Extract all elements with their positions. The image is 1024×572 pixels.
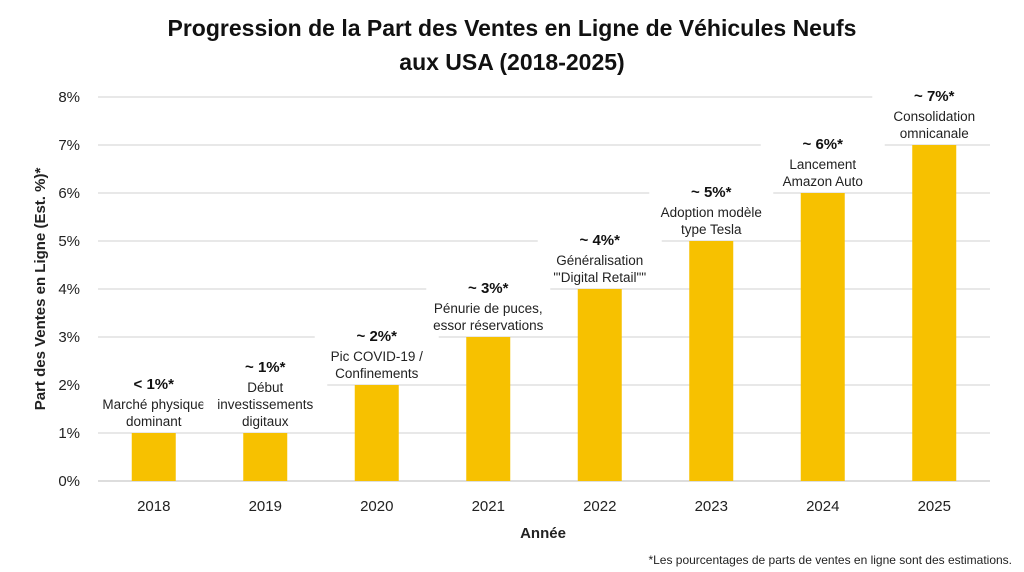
annotation: Lancement Amazon Auto ~ 6%* <box>760 132 885 189</box>
annotation-text: Début <box>247 380 283 395</box>
bar <box>243 433 288 481</box>
bar <box>577 289 622 481</box>
annotation: Marché physique dominant < 1%* <box>91 372 216 429</box>
y-axis-ticks: 0% 1% 2% 3% 4% 5% 6% 7% 8% <box>58 89 80 490</box>
annotation: Pic COVID-19 / Confinements ~ 2%* <box>314 324 439 381</box>
annotation-text: omnicanale <box>900 126 969 141</box>
x-tick-label: 2020 <box>360 498 393 515</box>
annotation-background <box>426 276 551 333</box>
annotation-value-label: < 1%* <box>134 376 175 393</box>
annotation-text: investissements <box>217 397 313 412</box>
x-tick-label: 2019 <box>249 498 282 515</box>
annotation-text: "'Digital Retail"" <box>553 270 646 285</box>
annotation-background <box>314 324 439 381</box>
annotation-text: Marché physique <box>102 397 205 412</box>
annotation-text: type Tesla <box>681 222 742 237</box>
x-tick-label: 2022 <box>583 498 616 515</box>
y-tick-label: 3% <box>58 329 80 346</box>
annotation-text: Lancement <box>789 157 856 172</box>
y-tick-label: 0% <box>58 473 80 490</box>
annotation-text: Confinements <box>335 366 419 381</box>
annotation-text: Consolidation <box>893 109 975 124</box>
annotation-text: essor réservations <box>433 318 544 333</box>
bar <box>912 145 957 481</box>
x-axis-label: Année <box>520 525 566 542</box>
annotation-value-label: ~ 1%* <box>245 359 286 376</box>
annotation-value-label: ~ 6%* <box>803 136 844 153</box>
annotation: Pénurie de puces, essor réservations ~ 3%* <box>426 276 551 333</box>
annotation: Généralisation "'Digital Retail"" ~ 4%* <box>537 228 662 285</box>
bar <box>466 337 511 481</box>
annotation-background <box>760 132 885 189</box>
annotation-value-label: ~ 5%* <box>691 184 732 201</box>
annotation-background <box>203 355 328 429</box>
y-tick-label: 1% <box>58 425 80 442</box>
annotation-text: Pénurie de puces, <box>434 301 543 316</box>
chart-title-line-1: Progression de la Part des Ventes en Lig… <box>168 15 857 41</box>
y-tick-label: 7% <box>58 137 80 154</box>
x-tick-label: 2024 <box>806 498 839 515</box>
x-tick-label: 2023 <box>695 498 728 515</box>
bar <box>354 385 399 481</box>
annotation-text: Pic COVID-19 / <box>331 349 424 364</box>
annotation-text: Amazon Auto <box>783 174 863 189</box>
y-tick-label: 5% <box>58 233 80 250</box>
bar <box>689 241 734 481</box>
x-tick-label: 2018 <box>137 498 170 515</box>
chart-title-line-2: aux USA (2018-2025) <box>399 49 624 75</box>
y-tick-label: 8% <box>58 89 80 106</box>
y-axis-label: Part des Ventes en Ligne (Est. %)* <box>32 168 49 411</box>
annotation-value-label: ~ 3%* <box>468 280 509 297</box>
bar <box>131 433 176 481</box>
annotation-background <box>91 372 216 429</box>
annotation-value-label: ~ 7%* <box>914 88 955 105</box>
annotation: Consolidation omnicanale ~ 7%* <box>872 84 997 141</box>
annotation-text: dominant <box>126 414 182 429</box>
y-tick-label: 4% <box>58 281 80 298</box>
annotation-background <box>537 228 662 285</box>
y-tick-label: 6% <box>58 185 80 202</box>
annotation-text: Généralisation <box>556 253 643 268</box>
annotations: Marché physique dominant < 1%* Début investi… <box>91 84 997 429</box>
bars <box>131 145 957 481</box>
annotation-text: Adoption modèle <box>661 205 762 220</box>
bar <box>800 193 845 481</box>
x-tick-label: 2025 <box>918 498 951 515</box>
x-axis-ticks: 2018 2019 2020 2021 2022 2023 2024 2025 <box>137 498 951 515</box>
annotation: Adoption modèle type Tesla ~ 5%* <box>649 180 774 237</box>
annotation-text: digitaux <box>242 414 289 429</box>
footnote: *Les pourcentages de parts de ventes en … <box>648 553 1012 567</box>
annotation-value-label: ~ 4%* <box>580 232 621 249</box>
annotation-value-label: ~ 2%* <box>357 328 398 345</box>
annotation-background <box>872 84 997 141</box>
y-tick-label: 2% <box>58 377 80 394</box>
annotation-background <box>649 180 774 237</box>
x-tick-label: 2021 <box>472 498 505 515</box>
annotation: Début investissements digitaux ~ 1%* <box>203 355 328 429</box>
